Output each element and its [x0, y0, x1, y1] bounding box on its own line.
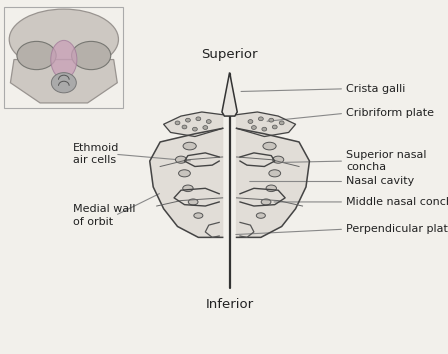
Ellipse shape: [52, 73, 76, 93]
Ellipse shape: [17, 41, 56, 70]
Polygon shape: [164, 112, 223, 137]
Polygon shape: [222, 73, 237, 116]
Circle shape: [207, 120, 211, 124]
Polygon shape: [150, 129, 223, 238]
Circle shape: [203, 126, 208, 130]
Ellipse shape: [261, 199, 271, 205]
Ellipse shape: [183, 185, 193, 192]
Circle shape: [248, 120, 253, 124]
Ellipse shape: [273, 156, 284, 163]
Text: Medial wall
of orbit: Medial wall of orbit: [73, 204, 136, 227]
Ellipse shape: [72, 41, 111, 70]
Text: Superior nasal
concha: Superior nasal concha: [346, 150, 426, 172]
Circle shape: [251, 126, 256, 130]
Circle shape: [272, 125, 277, 129]
Ellipse shape: [188, 199, 198, 205]
Text: Nasal cavity: Nasal cavity: [346, 177, 414, 187]
Circle shape: [269, 118, 274, 122]
Ellipse shape: [183, 142, 196, 150]
Circle shape: [279, 121, 284, 125]
Ellipse shape: [179, 170, 190, 177]
Circle shape: [175, 121, 180, 125]
Circle shape: [193, 127, 197, 131]
Text: Perpendicular plate: Perpendicular plate: [346, 224, 448, 234]
Ellipse shape: [194, 213, 203, 218]
Ellipse shape: [9, 9, 118, 70]
Circle shape: [182, 125, 187, 129]
Ellipse shape: [269, 170, 280, 177]
Polygon shape: [237, 129, 310, 238]
Ellipse shape: [256, 213, 265, 218]
Polygon shape: [237, 112, 296, 137]
Circle shape: [262, 127, 267, 131]
Circle shape: [258, 117, 263, 121]
Text: Cribriform plate: Cribriform plate: [346, 108, 434, 118]
Polygon shape: [10, 59, 117, 103]
Text: Crista galli: Crista galli: [346, 84, 405, 94]
Text: Middle nasal concha: Middle nasal concha: [346, 197, 448, 207]
Text: Ethmoid
air cells: Ethmoid air cells: [73, 143, 120, 165]
Ellipse shape: [266, 185, 276, 192]
Ellipse shape: [263, 142, 276, 150]
Circle shape: [185, 118, 190, 122]
Circle shape: [196, 117, 201, 121]
Text: Inferior: Inferior: [206, 298, 254, 311]
Ellipse shape: [51, 40, 77, 79]
Ellipse shape: [176, 156, 186, 163]
Text: Superior: Superior: [201, 48, 258, 61]
